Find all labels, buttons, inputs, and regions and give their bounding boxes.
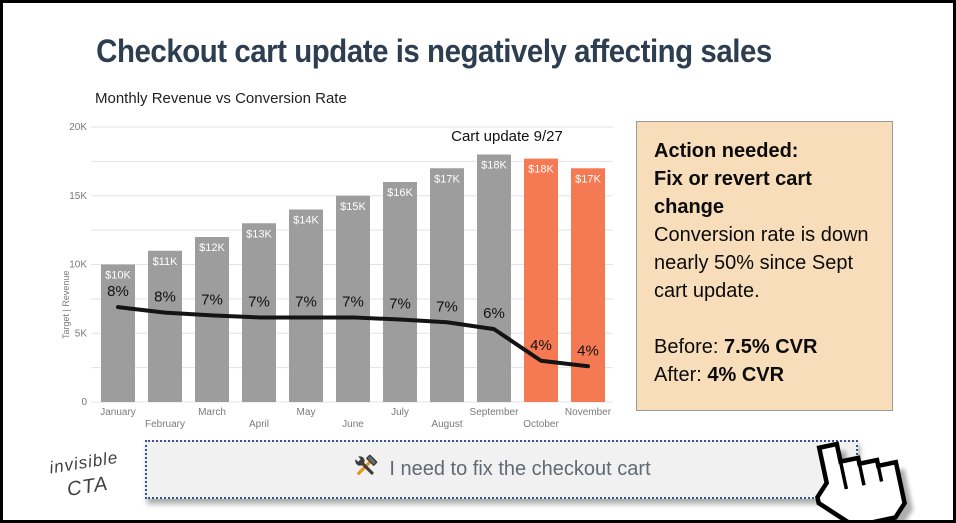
month-label-June: June xyxy=(342,419,364,430)
bar-value-label: $10K xyxy=(105,270,131,282)
bar-March xyxy=(195,237,229,402)
bar-September xyxy=(477,154,511,402)
callout-before-line: Before: 7.5% CVR xyxy=(654,333,875,361)
bar-June xyxy=(336,195,370,402)
bar-February xyxy=(148,250,182,402)
conversion-pct-label: 7% xyxy=(248,293,270,310)
y-tick-label: 0 xyxy=(81,397,87,408)
annotation-cart-update: Cart update 9/27 xyxy=(451,128,563,145)
callout-heading-2: Fix or revert cart change xyxy=(654,168,812,218)
bar-value-label: $14K xyxy=(293,215,319,227)
chart-subtitle: Monthly Revenue vs Conversion Rate xyxy=(95,90,347,107)
conversion-pct-label: 7% xyxy=(389,296,411,313)
month-label-January: January xyxy=(100,407,136,418)
y-tick-label: 5K xyxy=(75,328,88,339)
y-tick-label: 15K xyxy=(69,191,87,202)
bar-July xyxy=(383,182,417,402)
conversion-pct-label: 4% xyxy=(577,342,599,359)
callout-spacer xyxy=(654,305,875,333)
bar-value-label: $18K xyxy=(481,160,507,172)
y-tick-label: 10K xyxy=(69,260,87,271)
page-title: Checkout cart update is negatively affec… xyxy=(96,33,772,69)
bar-value-label: $16K xyxy=(387,187,413,199)
revenue-chart-svg: 0 5K 10K 15K 20K Target | Revenue $10K $11K $12K… xyxy=(61,122,613,430)
bar-April xyxy=(242,223,276,402)
revenue-chart: 0 5K 10K 15K 20K Target | Revenue $10K $11K $12K… xyxy=(61,119,617,431)
month-label-November: November xyxy=(565,407,612,418)
month-label-October: October xyxy=(523,419,559,430)
hammer-wrench-icon xyxy=(352,453,379,486)
month-label-February: February xyxy=(145,419,185,430)
conversion-pct-label: 6% xyxy=(483,305,505,322)
y-tick-label: 20K xyxy=(69,122,87,133)
bar-May xyxy=(289,209,323,402)
callout-heading-1: Action needed: xyxy=(654,140,799,162)
bar-value-label: $17K xyxy=(434,173,460,185)
invisible-cta-note: invisible CTA xyxy=(48,446,124,504)
conversion-pct-label: 7% xyxy=(201,291,223,308)
conversion-pct-label: 8% xyxy=(107,283,129,300)
action-callout: Action needed: Fix or revert cart change… xyxy=(636,121,893,411)
bar-value-label: $18K xyxy=(528,164,554,176)
month-label-August: August xyxy=(431,419,462,430)
callout-body: Conversion rate is down nearly 50% since… xyxy=(654,224,869,302)
month-label-May: May xyxy=(297,407,316,418)
callout-after-line: After: 4% CVR xyxy=(654,361,875,389)
before-value: 7.5% CVR xyxy=(724,336,818,358)
bar-October xyxy=(524,158,558,402)
bar-August xyxy=(430,168,464,402)
month-label-April: April xyxy=(249,419,269,430)
bar-value-label: $15K xyxy=(340,201,366,213)
bar-value-label: $13K xyxy=(246,228,272,240)
conversion-pct-label: 8% xyxy=(154,289,176,306)
conversion-pct-label: 4% xyxy=(530,337,552,354)
month-label-September: September xyxy=(470,407,520,418)
fix-checkout-cart-button[interactable]: I need to fix the checkout cart xyxy=(145,440,858,499)
conversion-pct-label: 7% xyxy=(342,293,364,310)
bar-value-label: $17K xyxy=(575,173,601,185)
bar-value-label: $11K xyxy=(153,256,179,268)
conversion-pct-label: 7% xyxy=(295,293,317,310)
bar-value-label: $12K xyxy=(199,242,225,254)
conversion-pct-label: 7% xyxy=(436,298,458,315)
fix-checkout-cart-label: I need to fix the checkout cart xyxy=(389,458,651,480)
after-label: After: xyxy=(654,364,708,386)
bar-January xyxy=(101,264,135,402)
after-value: 4% CVR xyxy=(707,364,785,386)
hand-cursor-icon xyxy=(795,426,927,520)
y-axis-title: Target | Revenue xyxy=(61,271,71,339)
month-label-March: March xyxy=(198,407,226,418)
before-label: Before: xyxy=(654,336,725,358)
month-label-July: July xyxy=(391,407,409,418)
conversion-rate-line xyxy=(116,305,590,369)
